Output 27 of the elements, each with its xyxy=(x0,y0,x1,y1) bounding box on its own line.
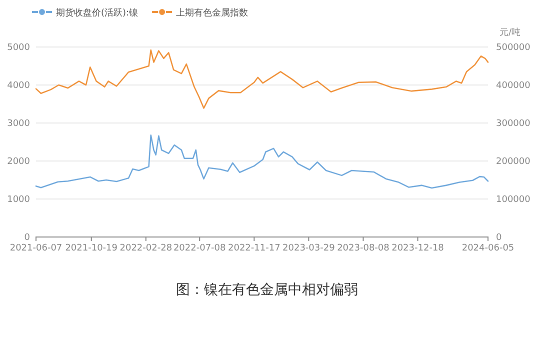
x-tick-label: 2024-06-05 xyxy=(462,243,514,254)
x-tick-label: 2023-12-18 xyxy=(392,243,444,254)
x-tick-label: 2021-06-07 xyxy=(10,243,62,254)
y2-tick-label: 200000 xyxy=(496,156,531,167)
x-tick-label: 2022-07-08 xyxy=(173,243,226,254)
y2-tick-label: 400000 xyxy=(496,80,531,91)
legend-label: 期货收盘价(活跃):镍 xyxy=(56,8,138,18)
text: 图：镍在有色金属中相对偏弱 xyxy=(176,282,358,298)
y2-tick-label: 300000 xyxy=(496,118,531,129)
y-tick-label: 0 xyxy=(24,232,30,243)
y-tick-label: 1000 xyxy=(7,194,30,205)
line-series xyxy=(35,49,489,109)
y2-tick-label: 100000 xyxy=(496,194,531,205)
y2-tick-label: 500000 xyxy=(496,42,531,53)
x-tick-label: 2022-02-28 xyxy=(120,243,172,254)
x-tick-label: 2023-03-29 xyxy=(282,243,336,254)
line-series xyxy=(35,134,489,189)
y-tick-label: 2000 xyxy=(7,156,30,167)
y2-tick-label: 0 xyxy=(496,232,502,243)
x-tick-label: 2022-11-17 xyxy=(228,243,280,254)
y-tick-label: 3000 xyxy=(7,118,30,129)
legend-label: 上期有色金属指数 xyxy=(176,8,248,18)
y-tick-label: 4000 xyxy=(7,80,30,91)
y2-axis-title: 元/吨 xyxy=(499,27,521,38)
y-tick-label: 5000 xyxy=(7,42,30,53)
x-tick-label: 2023-08-08 xyxy=(337,243,390,254)
x-tick-label: 2021-10-19 xyxy=(65,243,118,254)
